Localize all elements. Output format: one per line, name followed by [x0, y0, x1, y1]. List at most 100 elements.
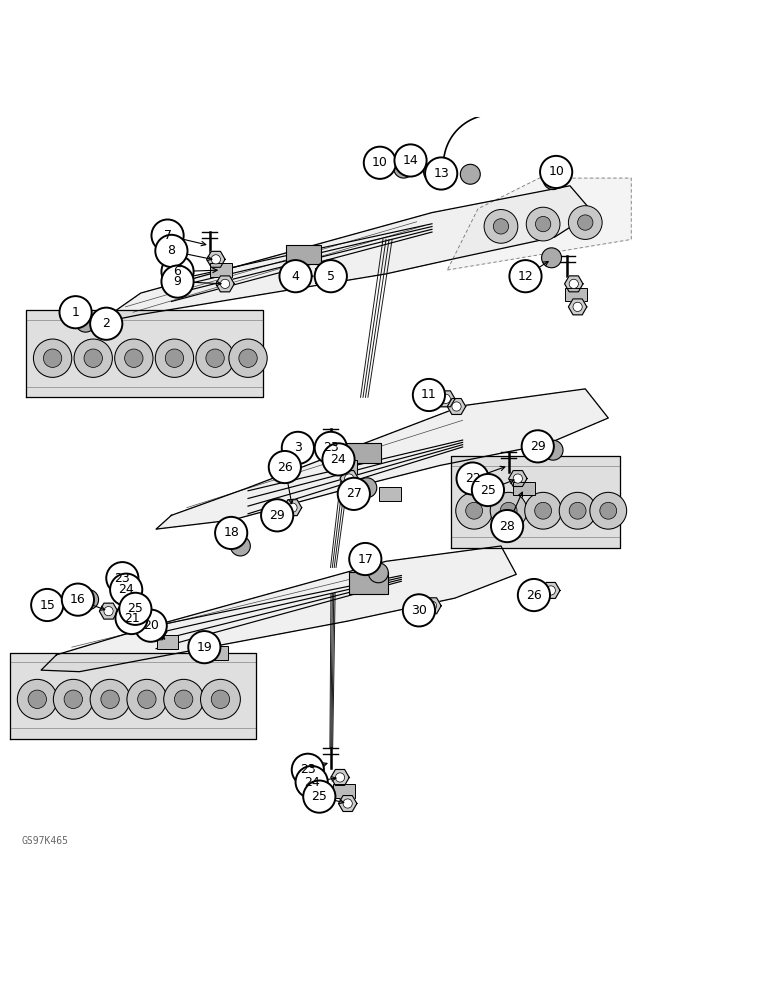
Circle shape — [110, 574, 142, 606]
Circle shape — [452, 402, 461, 411]
Circle shape — [90, 308, 122, 340]
Text: 23: 23 — [300, 763, 316, 776]
Polygon shape — [148, 624, 167, 640]
Circle shape — [115, 339, 153, 377]
Circle shape — [174, 690, 193, 708]
Circle shape — [540, 156, 572, 188]
Circle shape — [500, 502, 517, 519]
Text: 24: 24 — [118, 583, 134, 596]
Circle shape — [527, 207, 560, 241]
Text: 23: 23 — [323, 441, 339, 454]
Polygon shape — [509, 471, 527, 487]
Circle shape — [296, 766, 328, 798]
Polygon shape — [338, 796, 357, 811]
Circle shape — [292, 754, 324, 786]
Polygon shape — [447, 399, 466, 414]
Text: 22: 22 — [465, 472, 480, 485]
Text: GS97K465: GS97K465 — [22, 836, 69, 846]
Text: 30: 30 — [411, 604, 427, 617]
Circle shape — [134, 609, 144, 618]
Circle shape — [62, 584, 94, 616]
Circle shape — [335, 773, 344, 782]
Polygon shape — [97, 322, 116, 338]
Bar — [565, 288, 587, 301]
Circle shape — [104, 607, 113, 616]
Circle shape — [28, 690, 46, 708]
Polygon shape — [437, 391, 455, 407]
Polygon shape — [41, 546, 516, 672]
Polygon shape — [156, 389, 608, 529]
Polygon shape — [283, 500, 302, 516]
Circle shape — [403, 594, 435, 626]
Circle shape — [101, 690, 120, 708]
Circle shape — [394, 144, 427, 177]
Circle shape — [74, 339, 113, 377]
Circle shape — [425, 157, 457, 190]
Text: 29: 29 — [530, 440, 546, 453]
Circle shape — [455, 492, 493, 529]
Circle shape — [269, 451, 301, 483]
Text: 16: 16 — [70, 593, 86, 606]
Circle shape — [221, 279, 229, 288]
Circle shape — [522, 430, 554, 462]
Circle shape — [230, 536, 250, 556]
Bar — [349, 572, 388, 594]
Circle shape — [577, 215, 593, 230]
Polygon shape — [216, 276, 234, 292]
Circle shape — [510, 260, 542, 292]
Circle shape — [559, 492, 596, 529]
Circle shape — [484, 210, 518, 243]
Text: 14: 14 — [403, 154, 418, 167]
Circle shape — [102, 325, 111, 334]
Polygon shape — [542, 582, 560, 598]
Text: 9: 9 — [174, 275, 181, 288]
Circle shape — [337, 478, 370, 510]
Circle shape — [215, 517, 247, 549]
Circle shape — [261, 499, 293, 531]
Circle shape — [413, 379, 445, 411]
Bar — [344, 443, 381, 463]
Text: 7: 7 — [164, 229, 171, 242]
Text: 6: 6 — [174, 265, 181, 278]
Circle shape — [161, 256, 194, 288]
Bar — [513, 482, 535, 495]
Circle shape — [84, 349, 103, 367]
Text: 24: 24 — [303, 776, 320, 789]
Text: 4: 4 — [292, 270, 300, 283]
Circle shape — [513, 474, 523, 483]
Circle shape — [127, 679, 167, 719]
Circle shape — [491, 510, 523, 542]
Text: 23: 23 — [114, 572, 130, 585]
Circle shape — [493, 219, 509, 234]
Circle shape — [164, 679, 204, 719]
Circle shape — [364, 147, 396, 179]
Circle shape — [161, 265, 194, 298]
Circle shape — [239, 349, 257, 367]
Circle shape — [536, 216, 550, 232]
Bar — [316, 268, 344, 283]
Polygon shape — [100, 603, 118, 619]
Circle shape — [525, 492, 561, 529]
Circle shape — [137, 690, 156, 708]
Polygon shape — [95, 186, 593, 324]
Circle shape — [600, 502, 617, 519]
Circle shape — [31, 589, 63, 621]
Circle shape — [282, 432, 314, 464]
Text: 3: 3 — [294, 441, 302, 454]
Circle shape — [196, 339, 234, 377]
Circle shape — [543, 440, 563, 460]
Circle shape — [590, 492, 627, 529]
Text: 10: 10 — [372, 156, 388, 169]
Polygon shape — [207, 251, 225, 267]
Circle shape — [573, 302, 582, 311]
Circle shape — [315, 260, 347, 292]
Bar — [333, 784, 354, 798]
Text: 25: 25 — [127, 602, 144, 615]
Bar — [211, 263, 232, 277]
Polygon shape — [130, 605, 148, 621]
Polygon shape — [331, 448, 349, 464]
Text: 11: 11 — [421, 388, 437, 401]
Text: 12: 12 — [517, 270, 533, 283]
Circle shape — [151, 219, 184, 252]
Circle shape — [533, 438, 543, 447]
